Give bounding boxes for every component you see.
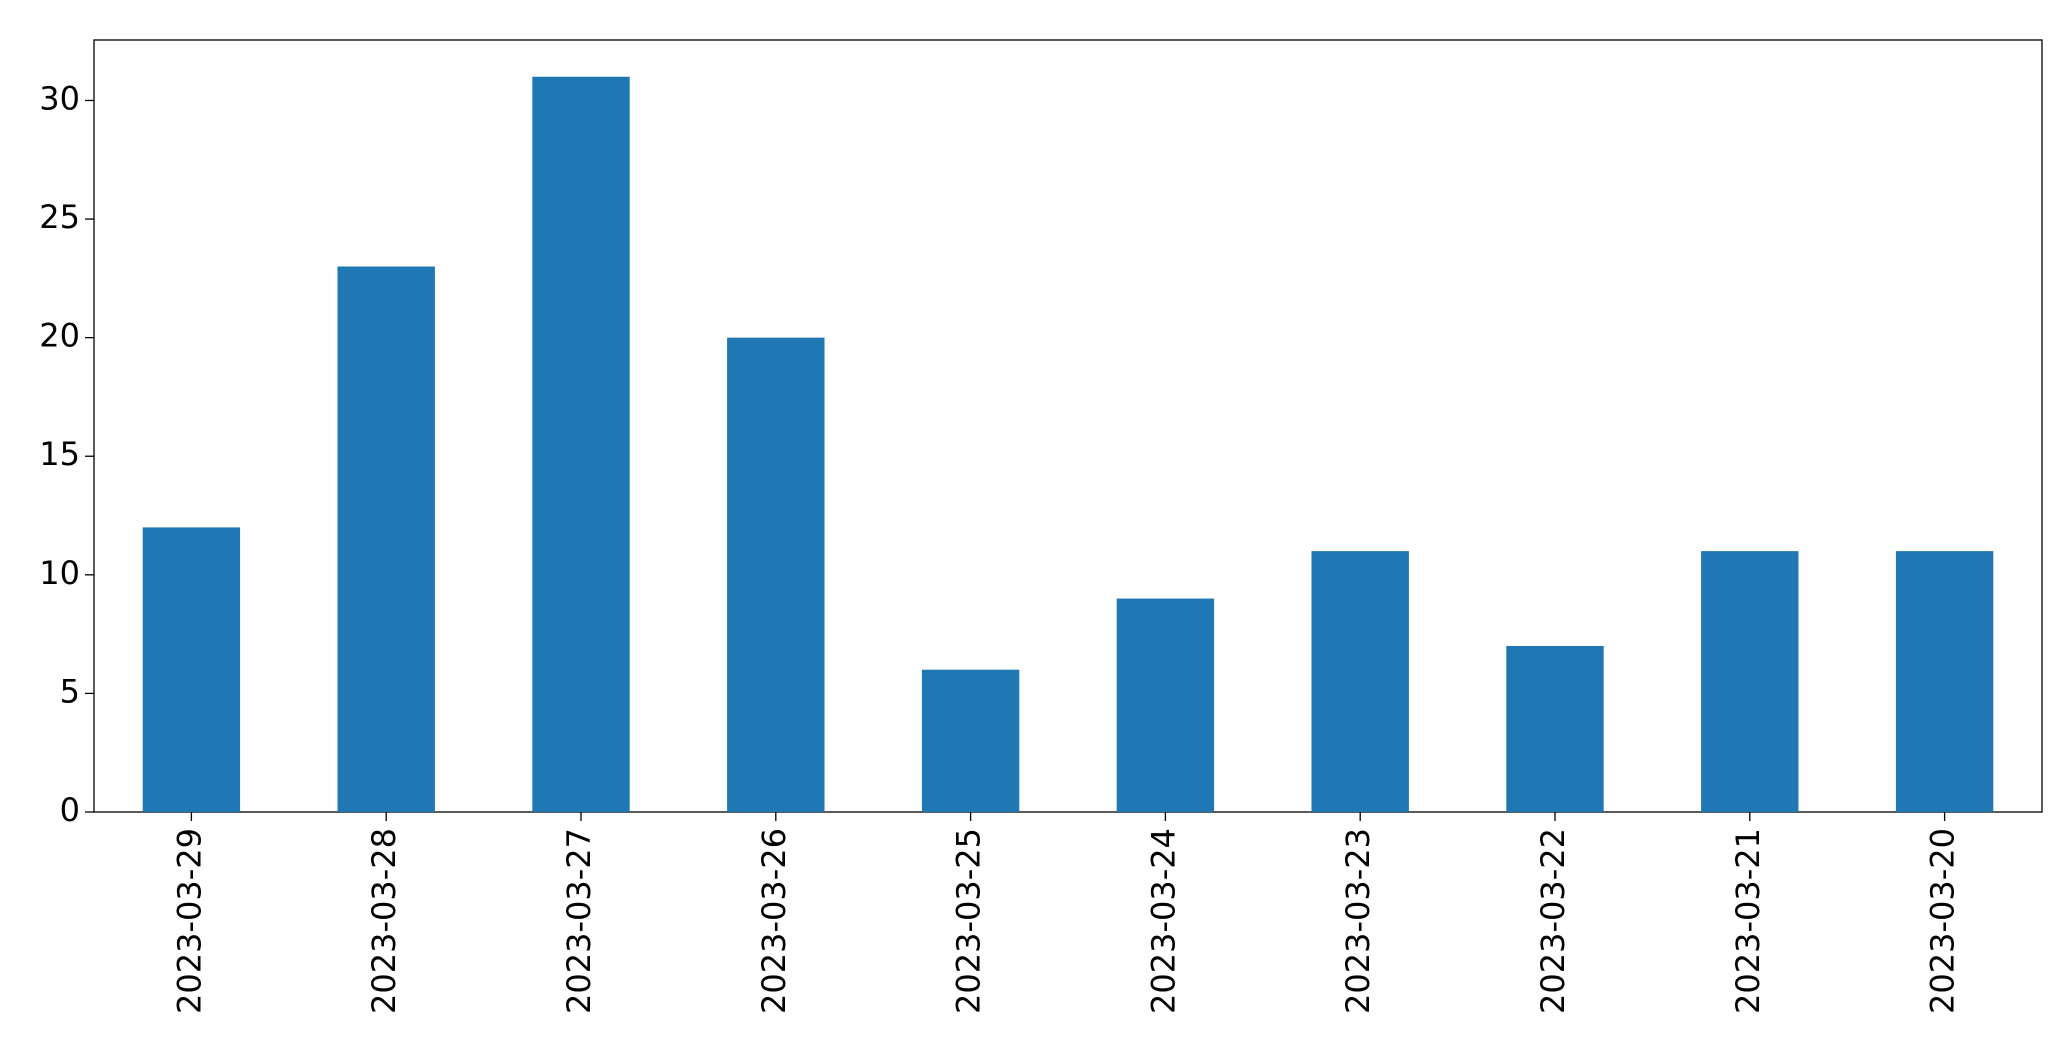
bar: [1701, 551, 1799, 812]
y-tick-label: 10: [39, 554, 80, 592]
y-tick-label: 25: [39, 198, 80, 236]
bar: [1506, 645, 1604, 812]
bar: [1116, 598, 1215, 812]
bar: [921, 669, 1020, 812]
x-tick-label: 2023-03-29: [170, 828, 208, 1014]
bar: [1311, 551, 1409, 812]
x-tick-label: 2023-03-24: [1144, 828, 1182, 1014]
y-tick-label: 0: [60, 791, 80, 829]
bar: [142, 527, 241, 812]
bar: [1895, 551, 1994, 812]
plot-frame: [93, 39, 2043, 813]
y-tick-label: 20: [39, 317, 80, 355]
bar: [532, 76, 630, 812]
bar: [337, 266, 435, 813]
y-tick-label: 30: [39, 79, 80, 117]
y-tick-label: 5: [60, 672, 80, 710]
x-tick-label: 2023-03-26: [755, 828, 793, 1014]
x-tick-label: 2023-03-22: [1534, 828, 1572, 1014]
x-tick-label: 2023-03-21: [1729, 828, 1767, 1014]
x-tick-label: 2023-03-27: [560, 828, 598, 1014]
bar: [727, 337, 825, 812]
x-tick-label: 2023-03-25: [950, 828, 988, 1014]
x-tick-label: 2023-03-20: [1924, 828, 1962, 1014]
x-tick-label: 2023-03-23: [1339, 828, 1377, 1014]
y-tick-label: 15: [39, 435, 80, 473]
x-tick-label: 2023-03-28: [365, 828, 403, 1014]
